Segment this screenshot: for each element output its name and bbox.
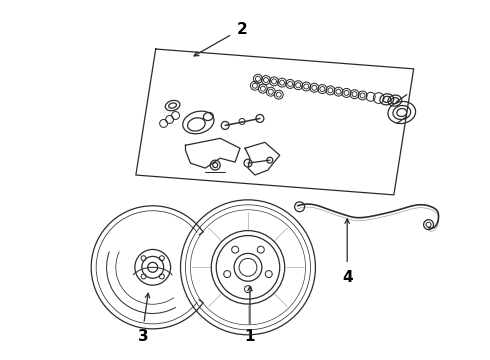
Text: 1: 1 <box>245 329 255 344</box>
Text: 4: 4 <box>342 270 352 285</box>
Text: 2: 2 <box>237 22 247 37</box>
Text: 3: 3 <box>139 329 149 344</box>
